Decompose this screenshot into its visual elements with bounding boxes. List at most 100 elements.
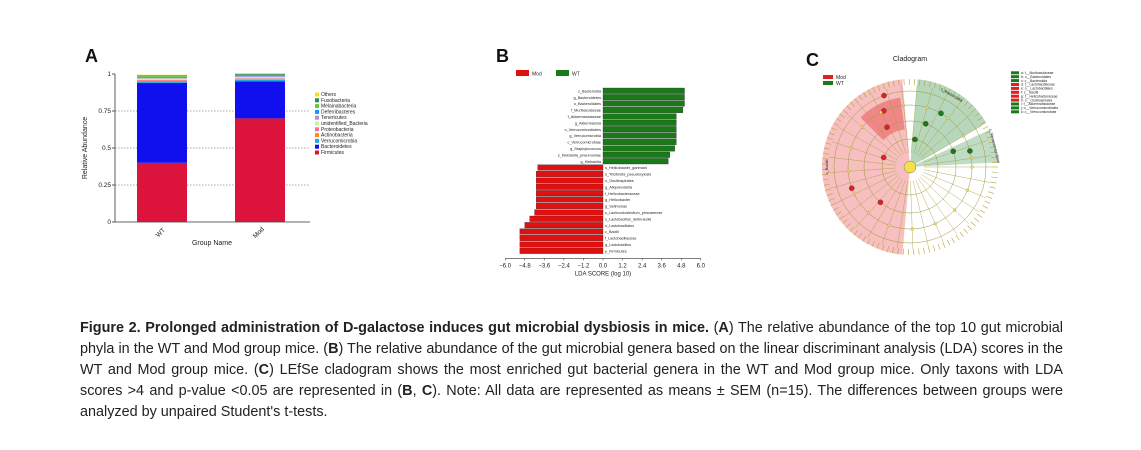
- legend-label: Others: [321, 92, 337, 98]
- stacked-bar-chart: 0 0.25 0.5 0.75 1 Relative Abundance Group Nam…: [82, 71, 368, 247]
- bar-segment: [137, 76, 187, 77]
- leaf-tick: [943, 86, 947, 93]
- bar-segment: [235, 118, 285, 222]
- legend-label: Fusobacteria: [321, 98, 350, 104]
- leaf-tick: [980, 121, 986, 126]
- legend-swatch: [315, 150, 319, 155]
- legend-label: unidentified_Bacteria: [321, 121, 368, 127]
- legend-label: Verrucomicrobia: [321, 138, 357, 144]
- lda-bar-label: g_Alloprevotella: [605, 185, 633, 189]
- leaf-tick: [938, 84, 942, 91]
- leaf-tick: [898, 79, 900, 86]
- leaf-tick: [867, 238, 871, 245]
- lda-bar-label: f_Muribaculaceae: [571, 109, 601, 113]
- leaf-tick: [892, 247, 894, 254]
- panel-letter-a: A: [85, 46, 98, 66]
- lda-bar-label: g_Lactobacillus: [605, 243, 631, 247]
- bar-segment: [137, 81, 187, 83]
- lda-bar-label: s_Klebsiella_pneumoniae: [558, 153, 601, 157]
- x-tick-label: 3.6: [658, 263, 667, 269]
- key-swatch: [1011, 94, 1019, 98]
- bar-segment: [137, 80, 187, 82]
- leaf-tick: [976, 213, 983, 218]
- caption-panel-ref: C: [421, 383, 433, 399]
- bar-segment: [235, 76, 285, 77]
- x-tick-label: WT: [155, 227, 167, 239]
- lda-bar-label: s_Helicobacter_ganmani: [605, 166, 647, 170]
- leaf-tick: [988, 140, 995, 144]
- taxon-node: [877, 199, 884, 205]
- lda-bar-label: f_Akkermansiaceae: [568, 115, 601, 119]
- legend-label: Melainabacteria: [321, 104, 357, 110]
- lda-bar-label: g_Klebsiella: [581, 160, 602, 164]
- lda-bar: [602, 119, 677, 126]
- leaf-tick: [933, 245, 936, 252]
- lda-bar: [519, 241, 604, 248]
- bar-segment: [137, 162, 187, 222]
- taxon-node: [912, 136, 918, 143]
- branch: [918, 102, 961, 157]
- legend-swatch: [556, 70, 569, 76]
- lda-bar-label: c_Verrucomicrobiae: [567, 141, 601, 145]
- key-label: j: o__Verrucomicrobiales: [1020, 106, 1058, 110]
- leaf-tick: [833, 122, 840, 127]
- leaf-tick: [984, 200, 991, 204]
- bar-segment: [235, 78, 285, 80]
- branch: [836, 172, 898, 204]
- leaf-tick: [951, 91, 956, 97]
- taxon-node: [884, 124, 890, 130]
- bar-segment: [137, 79, 187, 81]
- leaf-tick: [918, 79, 921, 86]
- leaf-tick: [867, 89, 872, 96]
- lda-bar-label: g_Bacteroidetes: [574, 96, 602, 100]
- lda-bar: [519, 228, 604, 235]
- legend-swatch: [315, 115, 319, 120]
- branch: [923, 169, 991, 183]
- lda-bar: [602, 107, 684, 113]
- leaf-tick: [849, 226, 855, 232]
- key-label: g: f__Helicobacteraceae: [1021, 94, 1058, 98]
- branch: [911, 85, 918, 154]
- branch: [922, 172, 987, 198]
- leaf-tick: [858, 95, 863, 101]
- bar-segment: [235, 74, 285, 76]
- leaf-tick: [991, 156, 998, 159]
- leaf-tick: [826, 137, 833, 140]
- key-label: c: c__Bacteroidia: [1021, 79, 1047, 83]
- taxon-node: [880, 154, 887, 161]
- neutral-node: [969, 156, 973, 160]
- leaf-tick: [989, 146, 996, 149]
- bar-segment: [235, 79, 285, 80]
- lda-bar: [602, 100, 685, 107]
- lda-bar-label: o_Oscillospirales: [605, 179, 634, 183]
- branch: [920, 113, 973, 158]
- y-tick-label: 0.5: [102, 145, 111, 152]
- legend-swatch: [315, 92, 319, 97]
- caption-text: ). Note: All data are represented as mea…: [80, 383, 1063, 420]
- leaf-tick: [853, 230, 859, 236]
- branch: [913, 88, 933, 154]
- legend-swatch: [315, 133, 319, 138]
- bar-segment: [137, 76, 187, 78]
- leaf-tick: [876, 242, 880, 249]
- taxon-node: [922, 121, 929, 127]
- branch: [901, 85, 909, 154]
- lda-bar: [524, 222, 604, 229]
- leaf-tick: [982, 205, 988, 209]
- lda-bar-label: g_Akkermansia: [575, 121, 602, 125]
- leaf-tick: [990, 151, 997, 154]
- leaf-tick: [858, 233, 863, 239]
- legend-label: WT: [836, 81, 844, 87]
- key-swatch: [1011, 110, 1019, 114]
- legend-swatch: [315, 104, 319, 109]
- leaf-tick: [850, 101, 855, 107]
- key-label: d: f__Lactobacillaceae: [1021, 83, 1055, 87]
- neutral-node: [860, 125, 865, 129]
- leaf-tick: [826, 193, 833, 196]
- leaf-tick: [986, 196, 993, 199]
- legend-label: Mod: [532, 72, 542, 78]
- panel-letter-c: C: [806, 50, 819, 70]
- lda-bar: [529, 215, 604, 222]
- legend-label: Proteobacteria: [321, 127, 354, 133]
- legend-swatch: [315, 98, 319, 103]
